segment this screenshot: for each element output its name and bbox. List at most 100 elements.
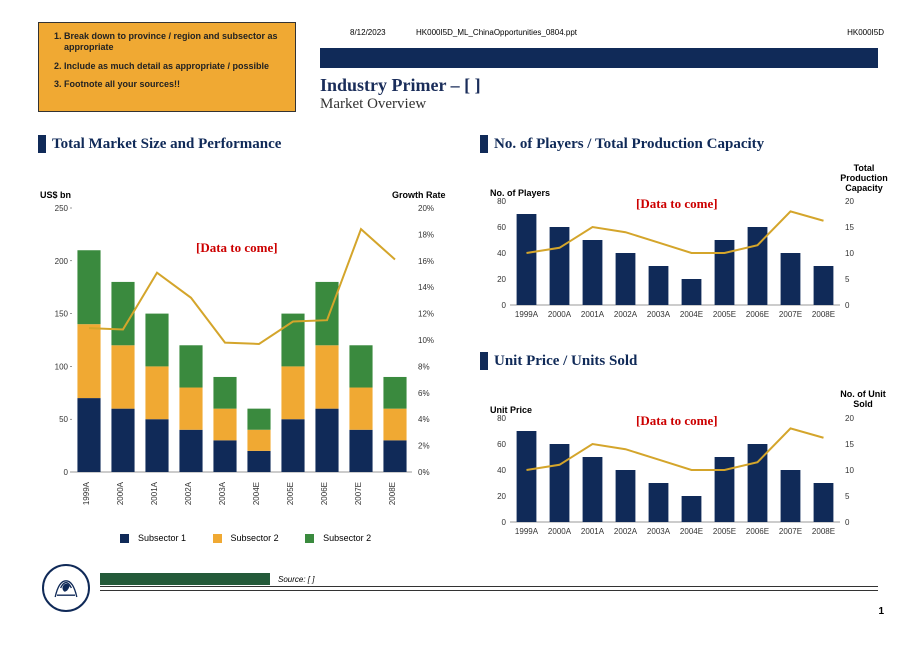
section-title: Unit Price / Units Sold: [494, 353, 637, 369]
svg-text:20%: 20%: [418, 204, 434, 213]
svg-text:2005E: 2005E: [713, 310, 736, 319]
chart1-right-axis-label: Growth Rate: [392, 190, 446, 200]
legend-label: Subsector 2: [231, 533, 279, 543]
source-text: Source: [ ]: [278, 575, 314, 584]
section-tick: [480, 135, 488, 153]
svg-text:2006E: 2006E: [320, 482, 329, 505]
svg-text:0%: 0%: [418, 468, 430, 477]
section-title: No. of Players / Total Production Capaci…: [494, 136, 764, 152]
svg-text:2006E: 2006E: [746, 310, 769, 319]
chart3-right-axis-label: No. of Unit Sold: [838, 390, 888, 410]
svg-text:16%: 16%: [418, 257, 434, 266]
svg-text:2002A: 2002A: [614, 310, 638, 319]
page-subtitle: Market Overview: [320, 96, 426, 113]
svg-text:2006E: 2006E: [746, 527, 769, 536]
svg-text:20: 20: [845, 197, 854, 206]
svg-text:2000A: 2000A: [548, 310, 572, 319]
svg-text:14%: 14%: [418, 283, 434, 292]
svg-text:80: 80: [497, 414, 506, 423]
svg-text:5: 5: [845, 275, 850, 284]
section-header-players: No. of Players / Total Production Capaci…: [480, 135, 764, 153]
svg-text:2008E: 2008E: [812, 310, 835, 319]
svg-text:2007E: 2007E: [779, 527, 802, 536]
meta-filename: HK000I5D_ML_ChinaOpportunities_0804.ppt: [416, 28, 577, 37]
svg-text:2007E: 2007E: [779, 310, 802, 319]
section-tick: [480, 352, 488, 370]
chart1-legend: Subsector 1 Subsector 2 Subsector 2: [108, 533, 383, 543]
svg-text:10: 10: [845, 249, 854, 258]
svg-text:2001A: 2001A: [581, 310, 605, 319]
note-item: Break down to province / region and subs…: [64, 31, 285, 53]
svg-text:60: 60: [497, 440, 506, 449]
svg-text:2000A: 2000A: [548, 527, 572, 536]
svg-text:1999A: 1999A: [515, 310, 539, 319]
svg-text:5: 5: [845, 492, 850, 501]
note-item: Footnote all your sources!!: [64, 79, 285, 90]
legend-swatch: [305, 534, 314, 543]
svg-text:2%: 2%: [418, 442, 430, 451]
chart3-left-axis-label: Unit Price: [490, 405, 532, 415]
section-title: Total Market Size and Performance: [52, 136, 281, 152]
legend-label: Subsector 1: [138, 533, 186, 543]
svg-text:4%: 4%: [418, 415, 430, 424]
page-number: 1: [878, 606, 884, 617]
instructions-box: Break down to province / region and subs…: [38, 22, 296, 112]
svg-text:0: 0: [845, 301, 850, 310]
svg-text:1999A: 1999A: [515, 527, 539, 536]
svg-text:2003A: 2003A: [218, 481, 227, 505]
footer-rule: [100, 586, 878, 587]
svg-text:50: 50: [59, 415, 68, 424]
section-tick: [38, 135, 46, 153]
footer-rule: [100, 590, 878, 591]
note-item: Include as much detail as appropriate / …: [64, 61, 285, 72]
legend-swatch: [120, 534, 129, 543]
svg-text:18%: 18%: [418, 230, 434, 239]
svg-text:2004E: 2004E: [252, 482, 261, 505]
svg-text:2005E: 2005E: [713, 527, 736, 536]
section-header-unit-price: Unit Price / Units Sold: [480, 352, 637, 370]
legend-label: Subsector 2: [323, 533, 371, 543]
svg-text:8%: 8%: [418, 362, 430, 371]
svg-text:60: 60: [497, 223, 506, 232]
svg-text:20: 20: [497, 492, 506, 501]
svg-text:2002A: 2002A: [184, 481, 193, 505]
page-title: Industry Primer – [ ]: [320, 75, 481, 96]
svg-text:12%: 12%: [418, 310, 434, 319]
legend-swatch: [213, 534, 222, 543]
section-header-market-size: Total Market Size and Performance: [38, 135, 281, 153]
chart2-left-axis-label: No. of Players: [490, 188, 550, 198]
svg-text:10: 10: [845, 466, 854, 475]
footer-accent-bar: [100, 573, 270, 585]
svg-text:10%: 10%: [418, 336, 434, 345]
chart2-right-axis-label: Total Production Capacity: [834, 164, 894, 194]
svg-text:2008E: 2008E: [812, 527, 835, 536]
svg-text:20: 20: [845, 414, 854, 423]
chart3-placeholder: [Data to come]: [636, 413, 718, 429]
svg-text:15: 15: [845, 223, 854, 232]
svg-text:2007E: 2007E: [354, 482, 363, 505]
chart1-left-axis-label: US$ bn: [40, 190, 71, 200]
svg-text:2000A: 2000A: [116, 481, 125, 505]
svg-text:0: 0: [64, 468, 69, 477]
chart1-placeholder: [Data to come]: [196, 240, 278, 256]
svg-text:2001A: 2001A: [150, 481, 159, 505]
svg-text:2001A: 2001A: [581, 527, 605, 536]
meta-code: HK000I5D: [847, 28, 884, 37]
chart-market-size: 0501001502002500%2%4%6%8%10%12%14%16%18%…: [36, 188, 456, 528]
svg-text:15: 15: [845, 440, 854, 449]
svg-text:6%: 6%: [418, 389, 430, 398]
logo-icon: [42, 564, 90, 612]
svg-text:1999A: 1999A: [82, 481, 91, 505]
svg-text:0: 0: [502, 301, 507, 310]
svg-text:2008E: 2008E: [388, 482, 397, 505]
chart2-placeholder: [Data to come]: [636, 196, 718, 212]
title-divider-bar: [320, 48, 878, 68]
svg-text:0: 0: [845, 518, 850, 527]
svg-text:80: 80: [497, 197, 506, 206]
svg-text:2003A: 2003A: [647, 527, 671, 536]
svg-text:150: 150: [55, 310, 69, 319]
svg-text:2004E: 2004E: [680, 527, 703, 536]
svg-text:2002A: 2002A: [614, 527, 638, 536]
svg-text:2003A: 2003A: [647, 310, 671, 319]
svg-text:2004E: 2004E: [680, 310, 703, 319]
